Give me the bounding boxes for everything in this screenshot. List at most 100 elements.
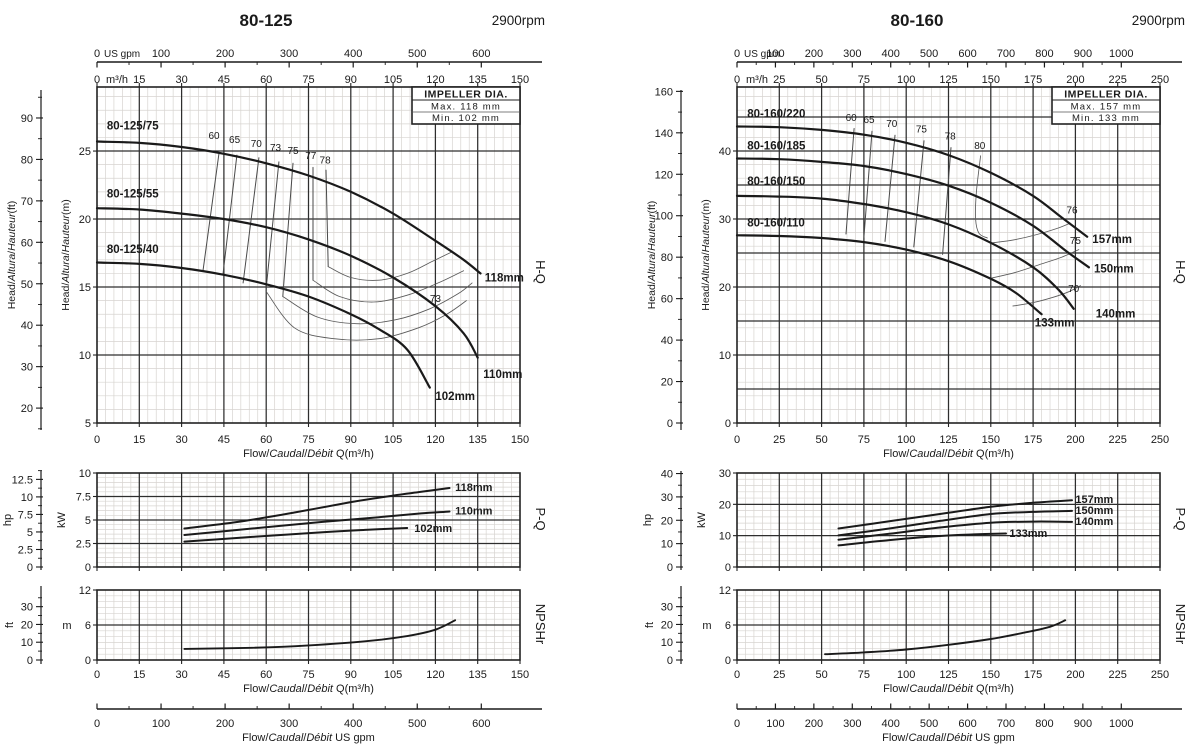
svg-text:105: 105 xyxy=(384,434,402,446)
svg-text:0: 0 xyxy=(667,562,673,574)
svg-text:100: 100 xyxy=(766,718,784,730)
efficiency-label: 70 xyxy=(886,119,898,130)
svg-text:30: 30 xyxy=(661,602,673,614)
impeller-diameter-label: 118mm xyxy=(455,482,493,494)
top-m3h-labels: 0 m³/h 15 30 45 60 75 90 105 120 135 150 xyxy=(94,74,529,86)
svg-text:7.5: 7.5 xyxy=(18,509,33,521)
bottom-gpm-axis: 0 100 200 300 400 500 600 700 800 900 1000 Flow/Cau… xyxy=(734,703,1182,744)
svg-text:20: 20 xyxy=(21,619,33,631)
svg-text:75: 75 xyxy=(858,74,870,86)
svg-text:m³/h: m³/h xyxy=(746,74,768,86)
svg-text:600: 600 xyxy=(958,718,976,730)
svg-text:100: 100 xyxy=(766,48,784,60)
efficiency-label: 78 xyxy=(320,155,332,166)
svg-text:10: 10 xyxy=(79,468,91,480)
svg-text:30: 30 xyxy=(21,602,33,614)
svg-text:400: 400 xyxy=(344,48,362,60)
svg-text:500: 500 xyxy=(408,718,426,730)
svg-text:20: 20 xyxy=(661,377,673,389)
efficiency-label: 60 xyxy=(208,131,220,142)
svg-text:0: 0 xyxy=(27,562,33,574)
svg-text:0: 0 xyxy=(27,655,33,667)
svg-text:70: 70 xyxy=(21,196,33,208)
impeller-diameter-label: 140mm xyxy=(1075,516,1113,528)
svg-text:300: 300 xyxy=(843,718,861,730)
svg-text:90: 90 xyxy=(345,74,357,86)
svg-text:150: 150 xyxy=(511,669,529,681)
svg-text:400: 400 xyxy=(882,718,900,730)
svg-text:135: 135 xyxy=(469,74,487,86)
impeller-diameter-label: 133mm xyxy=(1035,317,1075,329)
svg-text:200: 200 xyxy=(805,48,823,60)
svg-text:20: 20 xyxy=(661,515,673,527)
curve-model-label: 80-125/40 xyxy=(107,244,159,256)
svg-text:100: 100 xyxy=(897,74,915,86)
chart-rpm-80-160: 2900rpm xyxy=(1131,13,1185,28)
svg-text:500: 500 xyxy=(408,48,426,60)
efficiency-label: 78 xyxy=(945,131,957,142)
svg-text:100: 100 xyxy=(152,718,170,730)
svg-text:90: 90 xyxy=(345,434,357,446)
svg-text:10: 10 xyxy=(21,637,33,649)
hq-ylabel-m: Head/Altura/Hauteur(m) xyxy=(700,199,712,311)
svg-text:0: 0 xyxy=(85,655,91,667)
hq-ylabel-ft: Head/Altura/Hauteur(ft) xyxy=(646,201,658,310)
svg-text:40: 40 xyxy=(661,335,673,347)
chart-rpm-80-125: 2900rpm xyxy=(491,13,545,28)
svg-text:400: 400 xyxy=(882,48,900,60)
curve-model-label: 80-125/75 xyxy=(107,120,159,132)
svg-text:105: 105 xyxy=(384,74,402,86)
svg-text:40: 40 xyxy=(21,320,33,332)
svg-text:600: 600 xyxy=(958,48,976,60)
svg-text:0: 0 xyxy=(725,655,731,667)
curve-model-label: 80-160/220 xyxy=(747,109,805,121)
hq-ylabel-ft: Head/Altura/Hauteur(ft) xyxy=(6,201,18,310)
svg-text:6: 6 xyxy=(725,620,731,632)
pq-unit-kw: kW xyxy=(696,511,708,528)
svg-text:30: 30 xyxy=(21,362,33,374)
efficiency-label: 75 xyxy=(287,146,299,157)
svg-text:0: 0 xyxy=(94,434,100,446)
gpm-zero-label: 0 xyxy=(734,48,740,60)
svg-text:75: 75 xyxy=(858,434,870,446)
svg-text:0: 0 xyxy=(734,74,740,86)
impeller-diameter-label: 102mm xyxy=(414,523,452,535)
efficiency-label: 65 xyxy=(229,135,241,146)
efficiency-label: 60 xyxy=(846,113,858,124)
svg-text:200: 200 xyxy=(805,718,823,730)
svg-text:120: 120 xyxy=(426,434,444,446)
svg-text:25: 25 xyxy=(79,146,91,158)
gpm-xlabel: Flow/Caudal/Débit US gpm xyxy=(882,732,1015,744)
svg-text:2.5: 2.5 xyxy=(76,539,91,551)
svg-text:200: 200 xyxy=(1066,74,1084,86)
svg-text:120: 120 xyxy=(426,74,444,86)
svg-text:Max. 118 mm: Max. 118 mm xyxy=(431,102,501,113)
svg-text:800: 800 xyxy=(1035,48,1053,60)
gpm-unit-label: US gpm xyxy=(104,49,140,60)
svg-text:15: 15 xyxy=(133,669,145,681)
gpm-zero-label: 0 xyxy=(94,48,100,60)
svg-text:140: 140 xyxy=(655,128,673,140)
npshr-side-label: NPSHr xyxy=(1173,604,1188,645)
svg-text:15: 15 xyxy=(79,282,91,294)
svg-text:12: 12 xyxy=(79,585,91,597)
svg-text:25: 25 xyxy=(773,74,785,86)
impeller-diameter-label: 118mm xyxy=(485,273,524,285)
svg-text:500: 500 xyxy=(920,718,938,730)
svg-text:600: 600 xyxy=(472,48,490,60)
impeller-diameter-label: 150mm xyxy=(1075,505,1113,517)
npshr-xlabel: Flow/Caudal/Débit Q(m³/h) xyxy=(243,683,374,695)
svg-text:0: 0 xyxy=(94,718,100,730)
gpm-unit-label: US gpm xyxy=(744,49,780,60)
svg-text:400: 400 xyxy=(344,718,362,730)
impeller-diameter-label: 140mm xyxy=(1096,309,1136,321)
svg-text:15: 15 xyxy=(133,74,145,86)
svg-text:120: 120 xyxy=(426,669,444,681)
svg-text:800: 800 xyxy=(1035,718,1053,730)
efficiency-label: 75 xyxy=(916,125,928,136)
svg-text:60: 60 xyxy=(260,434,272,446)
